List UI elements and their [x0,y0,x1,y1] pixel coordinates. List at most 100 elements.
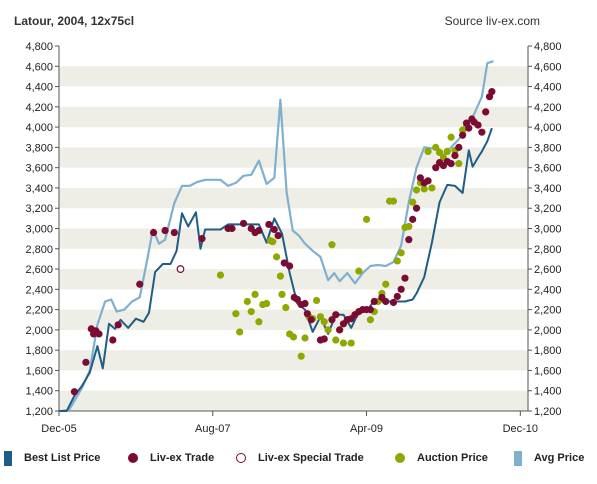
auction-price-point [409,198,417,206]
liv-ex-trade-point [70,388,78,396]
auction-price-point [216,271,225,279]
legend-item-best-list-price: Best List Price [4,448,100,468]
auction-price-point [362,215,371,223]
liv-ex-trade-point [274,231,282,240]
chart-title: Latour, 2004, 12x75cl [14,14,135,28]
y-tick-label-left: 4,200 [25,102,53,114]
auction-price-point [301,334,309,342]
liv-ex-trade-point [488,88,496,96]
auction-price-point [435,148,444,157]
auction-price-point [397,249,405,257]
liv-ex-trade-point [136,280,144,288]
liv-ex-trade-point [465,124,473,132]
auction-price-point [282,303,290,312]
auction-price-point [339,339,348,347]
y-tick-label-left: 3,600 [25,163,53,175]
liv-ex-trade-point [401,274,409,282]
legend-label: Avg Price [534,452,585,464]
grid-band [59,147,528,168]
legend-label: Liv-ex Special Trade [258,452,364,464]
liv-ex-trade-point [459,131,467,139]
liv-ex-trade-point [389,298,398,307]
y-tick-label-right: 4,200 [534,102,562,114]
grid-band [59,350,528,371]
chart-series [59,60,496,413]
legend: Best List Price Liv-ex Trade Liv-ex Spec… [0,448,597,472]
auction-price-point [297,352,305,360]
liv-ex-trade-point [255,226,263,235]
avg-price-swatch [514,450,522,466]
x-tick-label: Apr-09 [350,423,383,435]
best-list-price-swatch [4,450,12,466]
y-tick-label-right: 3,600 [534,163,562,175]
avg-price-line [61,60,494,413]
liv-ex-trade-point [239,219,248,228]
liv-ex-trade-point [198,235,206,243]
legend-item-avg-price: Avg Price [514,448,584,468]
grid-band [59,309,528,330]
y-tick-label-left: 4,000 [25,122,53,134]
y-tick-label-right: 2,200 [534,305,562,317]
auction-price-point [447,133,455,141]
auction-price-point [236,328,244,336]
liv-ex-trade-point [161,226,169,235]
liv-ex-trade-point [409,215,417,223]
grid-band [59,390,528,411]
y-tick-label-right: 2,000 [534,325,562,337]
liv-ex-trade-point [109,336,117,344]
legend-label: Auction Price [417,452,488,464]
y-tick-label-left: 1,200 [25,406,53,418]
auction-price-point [276,272,285,280]
legend-label: Best List Price [24,452,101,464]
liv-ex-trade-point [397,285,405,293]
auction-price-point [424,147,432,156]
y-tick-label-left: 2,400 [25,284,53,296]
grid-band [59,187,528,209]
y-tick-label-left: 4,600 [25,61,53,73]
y-tick-label-right: 3,800 [534,142,562,154]
liv-ex-trade-point [328,316,336,324]
auction-price-point [269,238,277,246]
liv-ex-trade-point [447,160,455,168]
y-tick-label-left: 1,400 [25,386,53,398]
liv-ex-trade-point [412,204,421,212]
auction-price-point [255,318,263,326]
x-tick-label: Dec-10 [503,423,538,435]
liv-ex-trade-point [332,311,340,319]
auction-price-point [405,222,413,231]
auction-price-point [389,197,398,205]
liv-ex-trade-point [286,262,294,270]
auction-price-point [243,297,251,306]
y-tick-label-left: 1,800 [25,345,53,357]
y-tick-label-right: 1,200 [534,406,562,418]
auction-price-point [232,310,240,318]
legend-item-liv-ex-special-trade: Liv-ex Special Trade [236,448,364,468]
auction-price-point [432,143,440,151]
auction-price-point [328,241,336,249]
grid-bands [59,66,528,411]
auction-price-point [289,333,298,341]
auction-price-point [420,185,428,193]
y-tick-label-left: 3,400 [25,183,53,195]
auction-price-point [347,339,355,347]
liv-ex-trade-swatch [128,453,138,463]
y-axis-right-labels: 1,200 1,400 1,600 1,800 2,000 2,200 2,400 2,600… [534,41,562,418]
liv-ex-trade-point [301,299,309,308]
auction-price-swatch [395,453,405,463]
auction-price-point [272,253,281,261]
y-tick-label-left: 3,200 [25,203,53,215]
legend-label: Liv-ex Trade [150,452,215,464]
liv-ex-trade-point [478,128,486,136]
liv-ex-trade-point [265,220,273,229]
y-tick-label-right: 3,400 [534,183,562,195]
liv-ex-trade-point [293,295,301,304]
y-tick-label-left: 2,800 [25,244,53,256]
auction-price-point [251,290,259,299]
x-tick-label: Aug-07 [195,423,230,435]
liv-ex-trade-point [307,316,315,324]
liv-ex-trade-point [482,108,490,116]
y-tick-label-left: 3,800 [25,142,53,154]
chart-source: Source liv-ex.com [444,14,540,28]
auction-price-point [382,280,390,288]
liv-ex-trade-point [228,224,236,233]
